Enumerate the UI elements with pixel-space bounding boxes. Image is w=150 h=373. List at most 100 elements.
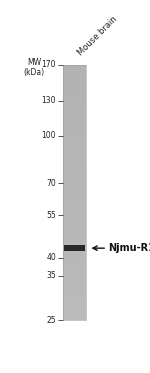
Bar <box>63 72 86 75</box>
Bar <box>63 124 86 126</box>
Text: Njmu-R1: Njmu-R1 <box>108 243 150 253</box>
Bar <box>63 170 86 172</box>
Bar <box>63 308 86 310</box>
Bar <box>63 298 86 300</box>
Bar <box>63 313 86 315</box>
Text: 100: 100 <box>41 131 56 140</box>
Bar <box>63 185 86 188</box>
Bar <box>63 280 86 282</box>
Bar <box>63 152 86 154</box>
Text: 55: 55 <box>46 211 56 220</box>
Bar <box>63 267 86 269</box>
Bar <box>63 116 86 119</box>
Bar <box>63 121 86 124</box>
Bar <box>63 85 86 88</box>
Bar <box>63 175 86 177</box>
Bar <box>63 223 86 226</box>
Text: 25: 25 <box>46 316 56 325</box>
Bar <box>63 305 86 308</box>
Bar <box>63 254 86 257</box>
Bar <box>63 93 86 95</box>
Bar <box>63 65 86 320</box>
Bar <box>63 310 86 313</box>
Bar <box>63 129 86 131</box>
Bar <box>63 90 86 93</box>
Bar <box>63 134 86 137</box>
Bar <box>63 203 86 206</box>
Bar <box>63 88 86 90</box>
Bar <box>63 233 86 236</box>
Bar <box>63 275 86 277</box>
Bar <box>63 68 86 70</box>
Bar <box>63 206 86 208</box>
Bar <box>63 111 86 113</box>
Bar <box>63 295 86 298</box>
Bar <box>63 126 86 129</box>
Bar <box>63 200 86 203</box>
Bar <box>63 269 86 272</box>
Bar <box>63 180 86 182</box>
Bar <box>63 249 86 251</box>
Text: MW
(kDa): MW (kDa) <box>23 58 44 77</box>
Bar <box>63 262 86 264</box>
Bar <box>63 228 86 231</box>
Bar <box>63 78 86 80</box>
Bar <box>63 137 86 139</box>
Bar <box>63 287 86 290</box>
Bar <box>63 188 86 190</box>
Bar <box>63 198 86 200</box>
Text: 130: 130 <box>41 96 56 105</box>
Bar <box>63 259 86 262</box>
Bar <box>63 141 86 144</box>
Bar <box>63 300 86 303</box>
Bar <box>63 131 86 134</box>
Bar <box>63 218 86 221</box>
Bar <box>63 315 86 318</box>
Bar <box>63 244 86 246</box>
Bar <box>63 177 86 180</box>
Bar <box>63 251 86 254</box>
Bar <box>63 83 86 85</box>
Bar <box>63 154 86 157</box>
Text: 70: 70 <box>46 179 56 188</box>
Text: 40: 40 <box>46 253 56 262</box>
Bar <box>63 211 86 213</box>
Bar <box>63 172 86 175</box>
Bar <box>63 272 86 275</box>
Bar <box>63 98 86 101</box>
Bar <box>63 216 86 218</box>
Bar <box>63 164 86 167</box>
Bar <box>63 157 86 159</box>
Bar <box>63 318 86 320</box>
Text: 35: 35 <box>46 271 56 280</box>
Bar <box>63 159 86 162</box>
Text: Mouse brain: Mouse brain <box>76 15 119 58</box>
Bar <box>63 70 86 72</box>
Bar <box>63 285 86 287</box>
Bar <box>63 246 86 249</box>
Bar <box>63 80 86 83</box>
Bar <box>63 162 86 164</box>
Bar <box>63 239 86 241</box>
Bar <box>63 106 86 108</box>
Bar <box>63 113 86 116</box>
Bar <box>63 144 86 147</box>
Bar <box>63 75 86 78</box>
Bar <box>63 193 86 195</box>
Bar <box>63 101 86 103</box>
Bar <box>63 282 86 285</box>
Bar <box>63 95 86 98</box>
Bar <box>63 236 86 239</box>
Bar <box>63 147 86 149</box>
Bar <box>63 139 86 141</box>
Bar <box>63 264 86 267</box>
Bar <box>63 257 86 259</box>
Bar <box>63 65 86 68</box>
Bar <box>63 241 86 244</box>
Bar <box>63 221 86 223</box>
Bar <box>64 245 85 251</box>
Bar <box>63 277 86 280</box>
Bar <box>63 226 86 228</box>
Bar <box>63 190 86 193</box>
Bar <box>63 103 86 106</box>
